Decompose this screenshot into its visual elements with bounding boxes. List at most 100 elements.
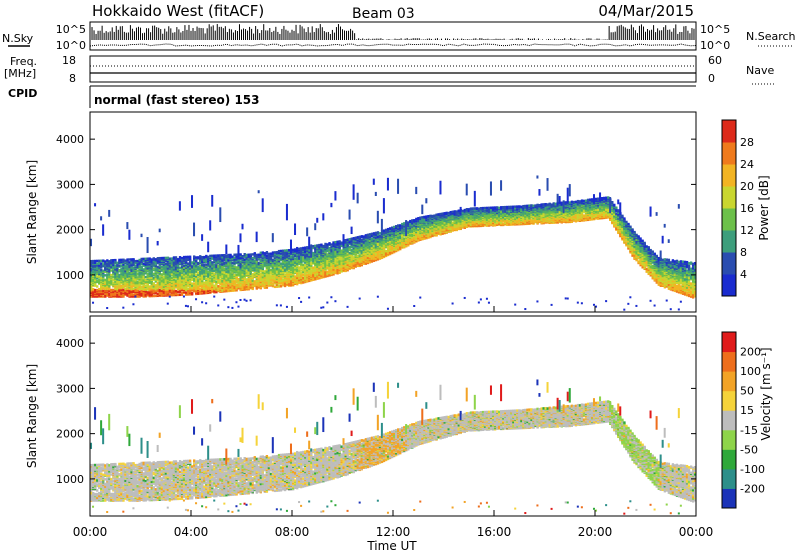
power-cell xyxy=(235,257,238,260)
power-cell xyxy=(257,261,260,265)
power-cell xyxy=(368,233,372,236)
power-cell xyxy=(205,277,208,281)
power-cell xyxy=(144,284,147,287)
power-cell xyxy=(176,259,180,263)
power-cell xyxy=(94,261,97,265)
power-cell xyxy=(237,287,240,290)
power-cell xyxy=(128,229,131,240)
power-cell xyxy=(98,293,101,296)
power-cell xyxy=(348,209,351,220)
power-cell xyxy=(124,289,127,293)
power-cell xyxy=(201,274,204,277)
power-cell xyxy=(90,274,93,277)
power-cell xyxy=(334,191,337,201)
freq-panel-frame xyxy=(89,55,697,83)
power-cell xyxy=(308,296,311,299)
power-cell xyxy=(166,270,170,273)
power-cell xyxy=(142,292,145,295)
power-cell xyxy=(356,236,359,239)
power-cell xyxy=(354,236,357,240)
power-cell xyxy=(219,256,222,259)
power-cell xyxy=(118,269,121,272)
power-cell xyxy=(144,266,147,269)
power-cell xyxy=(136,259,139,263)
power-cell xyxy=(144,260,147,263)
power-cell xyxy=(209,220,212,231)
power-cell xyxy=(326,253,329,256)
power-cell xyxy=(108,260,111,263)
power-cell xyxy=(172,280,176,283)
power-cell xyxy=(96,279,99,283)
power-cell xyxy=(364,234,368,237)
power-cell xyxy=(182,286,186,290)
power-cell xyxy=(124,259,127,262)
power-cell xyxy=(283,273,287,277)
power-cell xyxy=(180,293,184,296)
power-cell xyxy=(348,245,351,249)
power-echoes xyxy=(90,175,697,311)
power-cell xyxy=(134,295,137,298)
power-cell xyxy=(346,305,349,308)
power-cell xyxy=(338,240,341,243)
power-cell xyxy=(298,247,301,251)
power-cell xyxy=(227,266,230,270)
power-cell xyxy=(253,252,256,255)
power-cell xyxy=(138,277,141,281)
power-cell xyxy=(296,246,299,251)
power-cell xyxy=(322,306,325,309)
power-cell xyxy=(247,257,250,260)
power-cell xyxy=(134,279,137,282)
power-cell xyxy=(388,227,392,230)
power-cell xyxy=(247,277,250,281)
power-cell xyxy=(150,262,153,265)
power-cell xyxy=(225,270,228,274)
power-cell xyxy=(215,290,218,294)
power-cell xyxy=(162,275,166,279)
power-cell xyxy=(223,278,226,282)
power-cell xyxy=(223,298,226,301)
power-cell xyxy=(92,301,95,304)
power-cell xyxy=(205,302,208,305)
power-cell xyxy=(223,286,226,289)
power-cell xyxy=(114,285,117,288)
power-cell xyxy=(178,290,182,294)
power-cell xyxy=(203,274,206,278)
power-cell xyxy=(265,251,269,254)
power-cell xyxy=(233,256,236,259)
power-cell xyxy=(134,264,137,268)
power-cell xyxy=(166,256,170,260)
power-cell xyxy=(207,286,210,290)
power-cell xyxy=(294,275,297,278)
power-cell xyxy=(308,236,311,250)
power-cell xyxy=(144,278,147,282)
power-cell xyxy=(116,270,119,274)
power-cell xyxy=(96,285,99,288)
power-cell xyxy=(132,290,135,293)
power-cell xyxy=(243,263,246,267)
power-cell xyxy=(172,256,176,259)
power-cell xyxy=(150,269,153,273)
power-cell xyxy=(344,253,347,257)
power-cell xyxy=(249,283,252,286)
power-cell xyxy=(170,276,174,280)
power-cell xyxy=(90,291,93,295)
power-cell xyxy=(209,272,212,276)
power-cell xyxy=(152,294,155,298)
power-cell xyxy=(330,296,333,299)
power-cell xyxy=(279,262,283,265)
power-cell xyxy=(243,280,246,283)
power-cell xyxy=(245,272,248,276)
power-cell xyxy=(191,273,194,277)
power-cell xyxy=(330,245,333,249)
power-cell xyxy=(352,256,355,259)
power-cell xyxy=(166,302,169,305)
power-cell xyxy=(310,269,313,273)
power-cell xyxy=(132,261,135,265)
nave-tick-bottom: 0 xyxy=(708,72,715,85)
power-cell xyxy=(209,281,212,285)
power-cell xyxy=(146,275,149,279)
power-cell xyxy=(223,274,226,277)
power-cell xyxy=(120,284,123,288)
power-cell xyxy=(223,261,226,264)
power-cell xyxy=(154,268,157,272)
